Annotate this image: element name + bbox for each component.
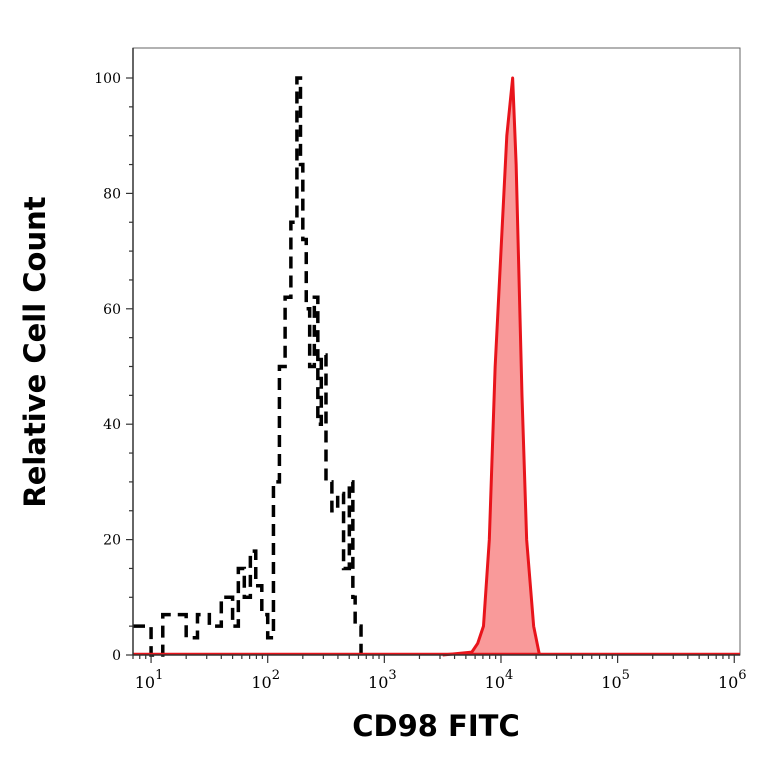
y-tick-label: 100	[94, 71, 121, 87]
y-tick-label: 60	[103, 302, 121, 318]
x-axis-title: CD98 FITC	[352, 709, 519, 743]
plot-frame	[132, 47, 741, 656]
x-tick-label: 102	[251, 668, 280, 692]
series-fill-area	[442, 78, 540, 655]
series-layer	[132, 76, 740, 657]
x-tick-label: 101	[135, 668, 164, 692]
y-tick-label: 20	[103, 533, 121, 549]
axes-layer: 0 20 40 60 80 100 101 102 103 104 105 106	[94, 48, 747, 692]
y-tick-label: 0	[112, 648, 121, 664]
x-tick-label: 103	[368, 668, 397, 692]
y-tick-label: 40	[103, 417, 121, 433]
x-tick-label: 105	[601, 668, 630, 692]
series-dashed-line	[133, 76, 363, 657]
y-axis-title: Relative Cell Count	[18, 196, 52, 507]
x-tick-label: 106	[718, 668, 747, 692]
y-tick-label: 80	[103, 186, 121, 202]
series-line	[442, 76, 541, 657]
x-tick-label: 104	[485, 668, 514, 692]
